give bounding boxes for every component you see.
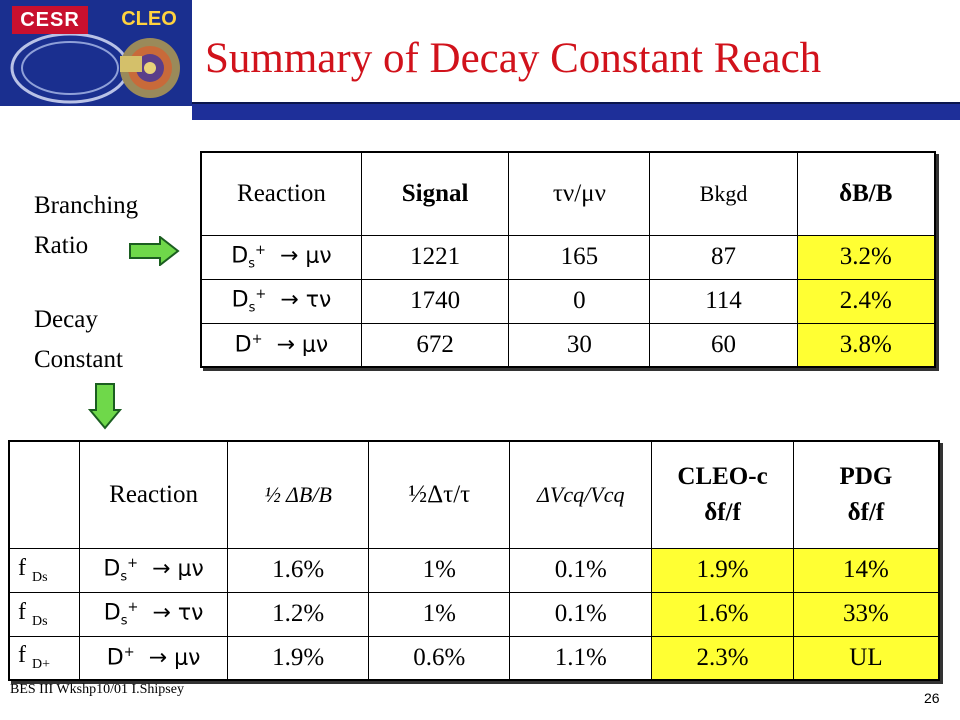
title-bar-shadow [192,102,960,105]
table-header-row: Reaction ½ ΔB/B ½Δτ/τ ΔVcq/Vcq CLEO-c δf… [8,440,940,549]
half-db-cell: 1.9% [227,635,370,681]
f-symbol: f [18,642,26,669]
slide-title: Summary of Decay Constant Reach [205,35,822,82]
header-reaction: Reaction [79,440,229,549]
right-arrow-icon [129,236,180,266]
half-db-cell: 1.6% [227,547,370,593]
decay-label-line2: Constant [34,346,123,373]
reaction-cell: D+ → μν [79,635,229,681]
reaction-cell: Ds+ → τν [200,278,362,324]
page-number: 26 [924,690,940,706]
cesr-cleo-logo: CESR CLEO [0,0,192,106]
table-row: f D+ D+ → μν 1.9% 0.6% 1.1% 2.3% UL [8,635,940,681]
branching-ratio-label: Branching Ratio [34,186,138,266]
table-row: D+ → μν 672 30 60 3.8% [200,322,936,368]
branching-label-line1: Branching [34,192,139,219]
reaction-cell: Ds+ → μν [200,234,362,280]
table-row: f Ds Ds+ → μν 1.6% 1% 0.1% 1.9% 14% [8,547,940,593]
table-row: f Ds Ds+ → τν 1.2% 1% 0.1% 1.6% 33% [8,591,940,637]
decay-constant-cell: f Ds [8,591,81,637]
header-dvcq: ΔVcq/Vcq [509,440,653,549]
half-dtau-cell: 0.6% [368,635,511,681]
header-half-db: ½ ΔB/B [227,440,370,549]
signal-cell: 1221 [360,234,510,280]
dvcq-cell: 0.1% [509,591,653,637]
decay-label-line1: Decay [34,306,98,333]
cleoc-cell: 1.9% [651,547,794,593]
half-dtau-cell: 1% [368,591,511,637]
bkgd-cell: 114 [649,278,798,324]
header-pdg-line1: PDG [839,462,893,490]
header-blank [8,440,81,549]
header-half-dtau: ½Δτ/τ [368,440,511,549]
down-arrow-icon [88,383,122,430]
reaction-cell: D+ → μν [200,322,362,368]
pdg-cell: 33% [792,591,940,637]
signal-cell: 1740 [360,278,510,324]
header-cleoc-line2: δf/f [704,498,741,526]
reaction-cell: Ds+ → τν [79,591,229,637]
footer-text: BES III Wkshp10/01 I.Shipsey [10,682,184,697]
header-dbb: δB/B [796,151,936,236]
dbb-cell: 2.4% [796,278,936,324]
dvcq-cell: 1.1% [509,635,653,681]
signal-cell: 672 [360,322,510,368]
table-row: Ds+ → μν 1221 165 87 3.2% [200,234,936,280]
ratio-cell: 30 [508,322,651,368]
header-bkgd: Bkgd [649,151,798,236]
pdg-cell: UL [792,635,940,681]
f-subscript: Ds [32,613,48,629]
f-symbol: f [18,598,26,625]
ratio-cell: 0 [508,278,651,324]
header-cleoc-line1: CLEO-c [677,462,768,490]
f-subscript: D+ [32,657,51,673]
ratio-cell: 165 [508,234,651,280]
decay-constant-label: Decay Constant [34,300,123,380]
bkgd-cell: 87 [649,234,798,280]
f-subscript: Ds [32,569,48,585]
dbb-cell: 3.2% [796,234,936,280]
reaction-cell: Ds+ → μν [79,547,229,593]
cleoc-cell: 1.6% [651,591,794,637]
dvcq-cell: 0.1% [509,547,653,593]
detector-graphic [10,32,180,104]
header-cleoc: CLEO-c δf/f [651,440,794,549]
header-signal: Signal [360,151,510,236]
header-ratio: τν/μν [508,151,651,236]
half-dtau-cell: 1% [368,547,511,593]
bkgd-cell: 60 [649,322,798,368]
half-db-cell: 1.2% [227,591,370,637]
table-header-row: Reaction Signal τν/μν Bkgd δB/B [200,151,936,236]
header-pdg: PDG δf/f [792,440,940,549]
branching-label-line2: Ratio [34,232,89,259]
header-pdg-line2: δf/f [847,498,885,526]
cleoc-cell: 2.3% [651,635,794,681]
title-bar [192,104,960,120]
pdg-cell: 14% [792,547,940,593]
branching-ratio-table: Reaction Signal τν/μν Bkgd δB/B Ds+ → μν… [200,151,936,368]
header-reaction: Reaction [200,151,362,236]
decay-constant-table: Reaction ½ ΔB/B ½Δτ/τ ΔVcq/Vcq CLEO-c δf… [8,440,940,681]
cesr-logo-text: CESR [12,6,88,34]
table-row: Ds+ → τν 1740 0 114 2.4% [200,278,936,324]
decay-constant-cell: f Ds [8,547,81,593]
cleo-logo-text: CLEO [121,8,177,30]
f-symbol: f [18,554,26,581]
dbb-cell: 3.8% [796,322,936,368]
decay-constant-cell: f D+ [8,635,81,681]
